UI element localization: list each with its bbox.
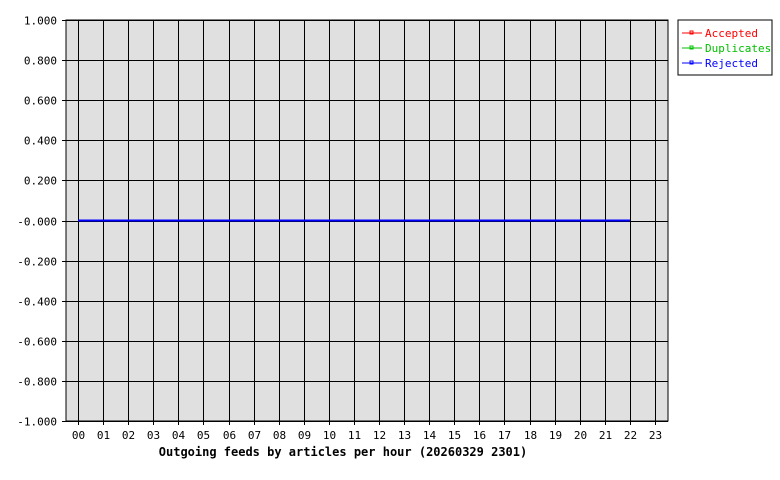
y-tick-label: -0.600	[17, 336, 57, 349]
x-tick-label: 06	[223, 429, 236, 442]
y-tick-label: 0.200	[24, 175, 57, 188]
x-tick-label: 22	[624, 429, 637, 442]
legend-label-duplicates: Duplicates	[705, 42, 771, 55]
legend-marker-icon	[689, 60, 694, 65]
y-tick-label: -0.000	[17, 216, 57, 229]
x-tick-label: 14	[423, 429, 437, 442]
y-tick-label: -0.200	[17, 256, 57, 269]
x-axis: 00 01 02 03 04 05 06 07 08 09 10 11 12 13 14 15 16 17 18 19…	[72, 429, 662, 442]
x-tick-label: 08	[273, 429, 286, 442]
x-tick-label: 20	[574, 429, 587, 442]
x-tick-label: 02	[122, 429, 135, 442]
legend-label-accepted: Accepted	[705, 27, 758, 40]
x-tick-label: 21	[599, 429, 612, 442]
x-tick-label: 10	[323, 429, 336, 442]
legend-label-rejected: Rejected	[705, 57, 758, 70]
y-axis: 1.000 0.800 0.600 0.400 0.200 -0.000 -0.200 -0.…	[17, 15, 57, 429]
y-tick-label: -1.000	[17, 416, 57, 429]
legend-marker-icon	[689, 30, 694, 35]
x-tick-label: 15	[448, 429, 461, 442]
x-axis-label: Outgoing feeds by articles per hour (202…	[159, 445, 527, 459]
legend: Accepted Duplicates Rejected	[677, 19, 773, 76]
x-tick-label: 09	[298, 429, 311, 442]
x-tick-label: 04	[172, 429, 186, 442]
grid	[62, 20, 668, 425]
x-tick-label: 23	[649, 429, 662, 442]
y-tick-label: 1.000	[24, 15, 57, 28]
x-tick-label: 01	[97, 429, 110, 442]
x-tick-label: 17	[498, 429, 511, 442]
x-tick-label: 19	[549, 429, 562, 442]
x-tick-label: 13	[398, 429, 411, 442]
x-tick-label: 11	[348, 429, 361, 442]
x-tick-label: 18	[524, 429, 537, 442]
y-tick-label: -0.800	[17, 376, 57, 389]
y-tick-label: 0.800	[24, 55, 57, 68]
x-tick-label: 03	[147, 429, 160, 442]
x-tick-label: 12	[373, 429, 386, 442]
x-tick-label: 00	[72, 429, 85, 442]
y-tick-label: -0.400	[17, 296, 57, 309]
x-tick-label: 16	[473, 429, 486, 442]
y-tick-label: 0.400	[24, 135, 57, 148]
x-tick-label: 07	[248, 429, 261, 442]
y-tick-label: 0.600	[24, 95, 57, 108]
x-tick-label: 05	[197, 429, 210, 442]
legend-marker-icon	[689, 45, 694, 50]
